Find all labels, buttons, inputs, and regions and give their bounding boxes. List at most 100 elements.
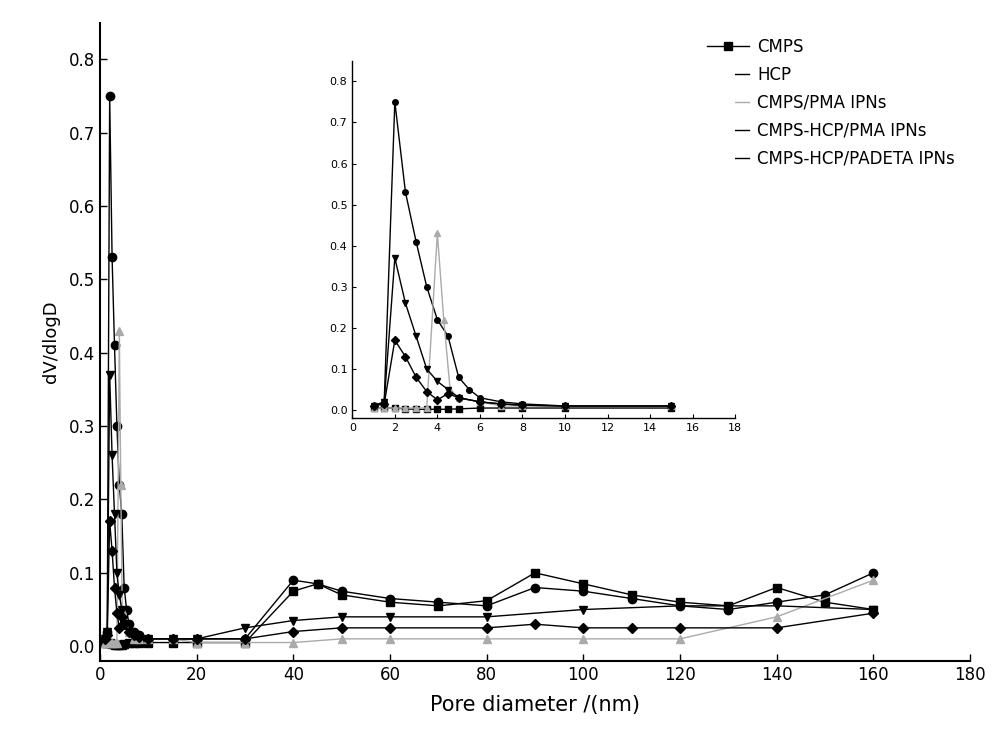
HCP [133, 631, 145, 640]
CMPS/PMA IPNs [771, 612, 783, 621]
CMPS/PMA IPNs [111, 638, 123, 647]
HCP [108, 341, 121, 350]
HCP [287, 576, 299, 585]
HCP [142, 635, 154, 644]
HCP [819, 590, 831, 599]
CMPS/PMA IPNs [128, 635, 140, 644]
CMPS-HCP/PADETA IPNs [108, 583, 121, 592]
CMPS [867, 605, 879, 614]
HCP [111, 421, 123, 430]
CMPS/PMA IPNs [133, 635, 145, 644]
CMPS-HCP/PADETA IPNs [191, 635, 203, 644]
HCP [722, 605, 734, 614]
HCP [239, 635, 251, 644]
CMPS-HCP/PMA IPNs [239, 623, 251, 632]
HCP [128, 627, 140, 636]
CMPS-HCP/PADETA IPNs [123, 627, 135, 636]
CMPS-HCP/PMA IPNs [336, 612, 348, 621]
CMPS-HCP/PMA IPNs [867, 605, 879, 614]
CMPS-HCP/PADETA IPNs [128, 631, 140, 640]
CMPS-HCP/PADETA IPNs [674, 623, 686, 632]
CMPS [481, 596, 493, 605]
Line: CMPS-HCP/PADETA IPNs: CMPS-HCP/PADETA IPNs [101, 518, 877, 642]
CMPS/PMA IPNs [99, 638, 111, 647]
CMPS-HCP/PADETA IPNs [99, 635, 111, 644]
HCP [626, 594, 638, 603]
CMPS-HCP/PMA IPNs [128, 631, 140, 640]
CMPS [118, 640, 130, 649]
CMPS-HCP/PMA IPNs [111, 569, 123, 578]
CMPS-HCP/PADETA IPNs [529, 620, 541, 629]
CMPS [101, 638, 113, 647]
CMPS [819, 598, 831, 607]
CMPS [108, 641, 121, 650]
Line: CMPS-HCP/PMA IPNs: CMPS-HCP/PMA IPNs [101, 370, 878, 643]
HCP [106, 253, 118, 262]
CMPS/PMA IPNs [116, 605, 128, 614]
CMPS/PMA IPNs [113, 326, 125, 335]
HCP [191, 635, 203, 644]
HCP [384, 594, 396, 603]
CMPS [287, 587, 299, 596]
CMPS-HCP/PMA IPNs [771, 602, 783, 611]
CMPS/PMA IPNs [108, 638, 121, 647]
CMPS/PMA IPNs [191, 638, 203, 647]
CMPS-HCP/PADETA IPNs [771, 623, 783, 632]
Line: CMPS: CMPS [101, 569, 878, 649]
CMPS-HCP/PMA IPNs [116, 605, 128, 614]
CMPS-HCP/PADETA IPNs [336, 623, 348, 632]
HCP [336, 587, 348, 596]
X-axis label: Pore diameter /(nm): Pore diameter /(nm) [430, 695, 640, 715]
CMPS/PMA IPNs [867, 576, 879, 585]
CMPS-HCP/PADETA IPNs [166, 635, 179, 644]
CMPS-HCP/PADETA IPNs [113, 623, 125, 632]
CMPS-HCP/PADETA IPNs [118, 620, 130, 629]
CMPS [239, 638, 251, 647]
HCP [481, 602, 493, 611]
Y-axis label: dV/dlogD: dV/dlogD [42, 300, 60, 383]
CMPS/PMA IPNs [239, 638, 251, 647]
CMPS-HCP/PMA IPNs [133, 633, 145, 642]
CMPS/PMA IPNs [674, 635, 686, 644]
HCP [166, 635, 179, 644]
CMPS/PMA IPNs [101, 638, 113, 647]
HCP [432, 598, 444, 607]
CMPS-HCP/PADETA IPNs [239, 635, 251, 644]
Line: CMPS/PMA IPNs: CMPS/PMA IPNs [101, 327, 878, 647]
CMPS-HCP/PMA IPNs [191, 635, 203, 644]
CMPS/PMA IPNs [106, 638, 118, 647]
CMPS-HCP/PMA IPNs [106, 451, 118, 460]
CMPS-HCP/PADETA IPNs [133, 633, 145, 642]
CMPS-HCP/PADETA IPNs [111, 608, 123, 617]
CMPS-HCP/PADETA IPNs [867, 608, 879, 617]
HCP [577, 587, 589, 596]
CMPS-HCP/PMA IPNs [287, 616, 299, 625]
CMPS-HCP/PMA IPNs [101, 627, 113, 636]
CMPS [577, 579, 589, 588]
CMPS [99, 638, 111, 647]
CMPS-HCP/PMA IPNs [118, 620, 130, 629]
CMPS-HCP/PMA IPNs [577, 605, 589, 614]
CMPS/PMA IPNs [384, 635, 396, 644]
CMPS [111, 641, 123, 650]
CMPS/PMA IPNs [481, 635, 493, 644]
CMPS [123, 638, 135, 647]
CMPS-HCP/PADETA IPNs [626, 623, 638, 632]
HCP [118, 583, 130, 592]
HCP [121, 605, 133, 614]
CMPS [128, 638, 140, 647]
CMPS-HCP/PADETA IPNs [287, 627, 299, 636]
HCP [312, 579, 324, 588]
CMPS-HCP/PADETA IPNs [106, 546, 118, 555]
CMPS-HCP/PMA IPNs [108, 510, 121, 519]
CMPS [336, 590, 348, 599]
Legend: CMPS, HCP, CMPS/PMA IPNs, CMPS-HCP/PMA IPNs, CMPS-HCP/PADETA IPNs: CMPS, HCP, CMPS/PMA IPNs, CMPS-HCP/PMA I… [701, 31, 962, 174]
CMPS-HCP/PADETA IPNs [384, 623, 396, 632]
CMPS [312, 579, 324, 588]
CMPS [133, 638, 145, 647]
CMPS-HCP/PMA IPNs [104, 370, 116, 379]
CMPS [722, 602, 734, 611]
HCP [123, 620, 135, 629]
HCP [101, 627, 113, 636]
CMPS-HCP/PMA IPNs [481, 612, 493, 621]
